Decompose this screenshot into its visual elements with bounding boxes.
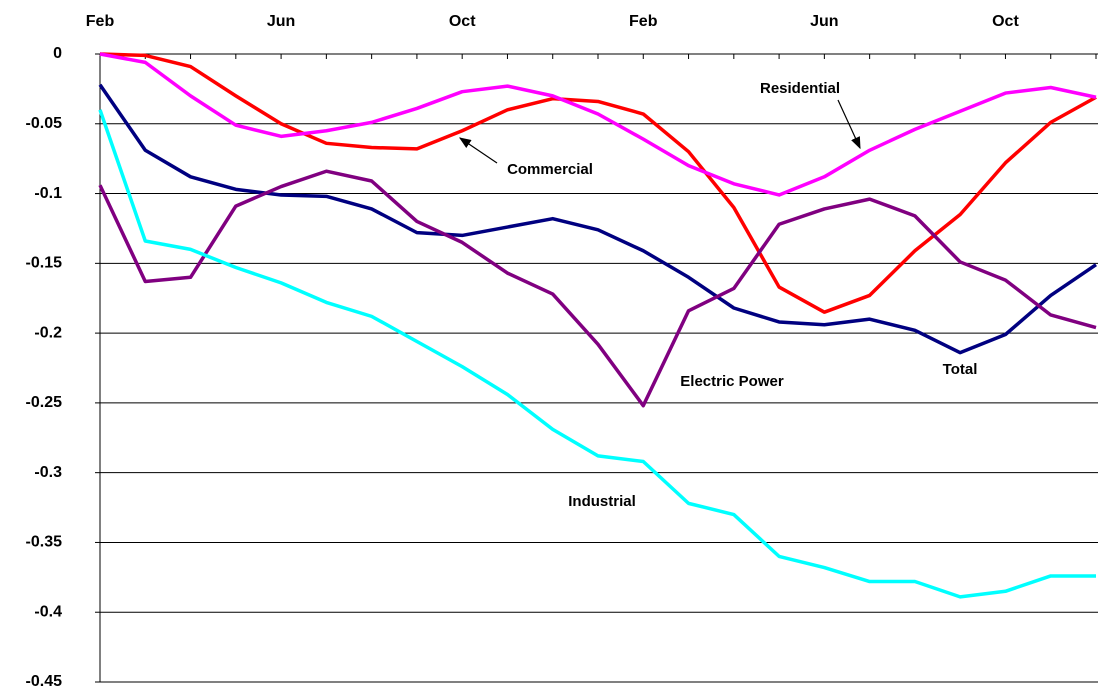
series-line [99,52,1097,314]
x-tick-label: Jun [810,13,838,30]
y-tick-label: 0 [53,45,62,62]
y-tick-label: -0.4 [34,603,62,620]
y-tick-label: -0.1 [34,185,62,202]
x-tick-label: Feb [86,13,115,30]
series-line [98,109,1096,599]
x-tick-label: Oct [449,13,476,30]
series-label: Industrial [568,493,636,510]
series-line [98,83,1097,355]
y-tick-label: -0.05 [26,115,63,132]
y-tick-label: -0.45 [26,673,63,690]
series-label: Electric Power [680,373,784,390]
annotation-arrow [459,137,498,164]
series-label: Residential [760,80,840,97]
series-line [98,169,1097,408]
series-line [99,52,1097,197]
y-tick-label: -0.15 [26,255,63,272]
series-label: Total [943,361,978,378]
y-tick-label: -0.3 [34,464,62,481]
y-tick-label: -0.35 [26,534,63,551]
y-tick-label: -0.2 [34,324,62,341]
x-tick-label: Feb [629,13,658,30]
y-tick-label: -0.25 [26,394,63,411]
x-tick-label: Oct [992,13,1019,30]
series-label: Commercial [507,161,593,178]
x-tick-label: Jun [267,13,295,30]
